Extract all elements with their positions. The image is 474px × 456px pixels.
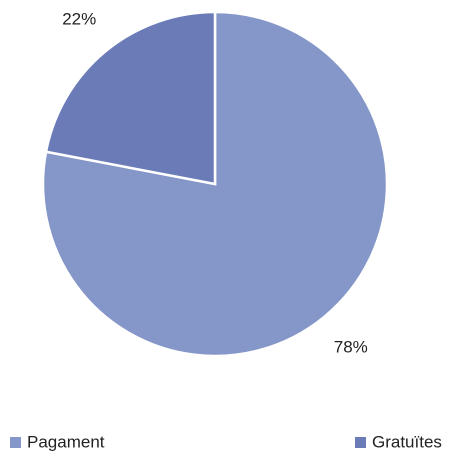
legend-label: Pagament (27, 432, 105, 451)
pie-slice (44, 10, 217, 186)
data-label: 22% (62, 9, 96, 28)
legend-swatch (10, 437, 21, 448)
legend-label: Gratuïtes (372, 432, 442, 451)
legend-swatch (355, 437, 366, 448)
data-label: 78% (334, 338, 368, 357)
